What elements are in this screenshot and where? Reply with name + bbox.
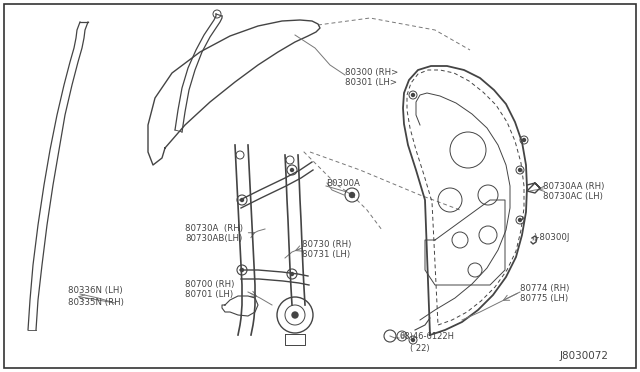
Text: 80731 (LH): 80731 (LH)	[302, 250, 350, 260]
Text: 80730 (RH): 80730 (RH)	[302, 241, 351, 250]
Text: 80775 (LH): 80775 (LH)	[520, 295, 568, 304]
Text: ( 22): ( 22)	[410, 343, 429, 353]
Circle shape	[412, 93, 415, 96]
Circle shape	[412, 339, 415, 341]
Text: 80336N (LH): 80336N (LH)	[68, 286, 123, 295]
Text: 80730AC (LH): 80730AC (LH)	[543, 192, 603, 201]
Text: J8030072: J8030072	[560, 351, 609, 361]
Circle shape	[522, 138, 525, 141]
Circle shape	[241, 199, 243, 202]
Text: 80701 (LH): 80701 (LH)	[185, 291, 233, 299]
Text: 80730AA (RH): 80730AA (RH)	[543, 182, 604, 190]
Circle shape	[241, 269, 243, 272]
Text: 08)46-6122H: 08)46-6122H	[399, 333, 454, 341]
Text: B: B	[400, 334, 404, 339]
Text: 80335N (RH): 80335N (RH)	[68, 298, 124, 307]
Text: 80300 (RH>: 80300 (RH>	[345, 67, 398, 77]
Text: 80730AB(LH): 80730AB(LH)	[185, 234, 243, 244]
Circle shape	[291, 273, 294, 276]
Text: B0300A: B0300A	[326, 179, 360, 187]
Text: 80730A  (RH): 80730A (RH)	[185, 224, 243, 234]
Circle shape	[518, 169, 522, 171]
Text: 80301 (LH>: 80301 (LH>	[345, 77, 397, 87]
Text: )-80300J: )-80300J	[533, 232, 570, 241]
Text: 80700 (RH): 80700 (RH)	[185, 280, 234, 289]
Text: 80774 (RH): 80774 (RH)	[520, 285, 570, 294]
Circle shape	[292, 312, 298, 318]
Circle shape	[349, 192, 355, 198]
Circle shape	[518, 218, 522, 221]
Circle shape	[291, 169, 294, 171]
